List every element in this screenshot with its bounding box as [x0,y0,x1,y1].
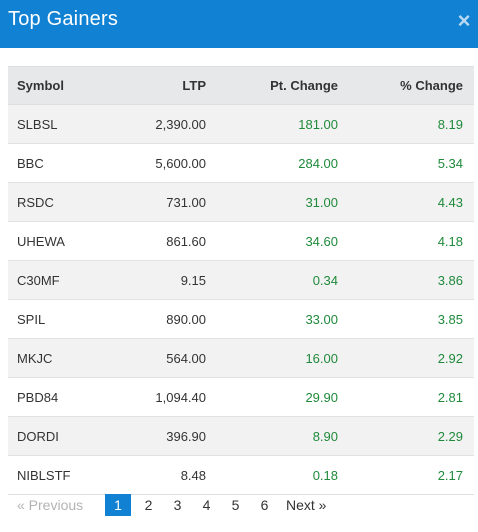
ltp-cell: 9.15 [118,260,206,300]
table-row[interactable]: C30MF 9.15 0.34 3.86 [8,260,474,300]
pct-change-cell: 4.18 [338,221,474,261]
page-1-button[interactable]: 1 [105,494,131,516]
column-header-ltp[interactable]: LTP [118,66,206,105]
ltp-cell: 731.00 [118,182,206,222]
pt-change-cell: 29.90 [206,377,338,417]
table-row[interactable]: UHEWA 861.60 34.60 4.18 [8,221,474,261]
table-header-row: Symbol LTP Pt. Change % Change [8,66,474,105]
table-row[interactable]: SLBSL 2,390.00 181.00 8.19 [8,104,474,144]
close-icon[interactable]: × [457,8,471,33]
table-row[interactable]: BBC 5,600.00 284.00 5.34 [8,143,474,183]
next-page-button[interactable]: Next » [286,497,327,513]
pct-change-cell: 2.81 [338,377,474,417]
pagination: « Previous 1 2 3 4 5 6 Next » [8,494,326,516]
pct-change-cell: 2.29 [338,416,474,456]
table-row[interactable]: SPIL 890.00 33.00 3.85 [8,299,474,339]
pt-change-cell: 0.18 [206,455,338,495]
ltp-cell: 396.90 [118,416,206,456]
ltp-cell: 8.48 [118,455,206,495]
column-header-pct-change[interactable]: % Change [338,66,474,105]
modal-header: Top Gainers × [0,0,478,48]
pct-change-cell: 8.19 [338,104,474,144]
symbol-cell[interactable]: RSDC [8,182,118,222]
table-row[interactable]: MKJC 564.00 16.00 2.92 [8,338,474,378]
symbol-cell[interactable]: DORDI [8,416,118,456]
symbol-cell[interactable]: PBD84 [8,377,118,417]
modal-title: Top Gainers [8,8,119,30]
pt-change-cell: 284.00 [206,143,338,183]
column-header-pt-change[interactable]: Pt. Change [206,66,338,105]
pt-change-cell: 181.00 [206,104,338,144]
ltp-cell: 564.00 [118,338,206,378]
pt-change-cell: 31.00 [206,182,338,222]
table-row[interactable]: PBD84 1,094.40 29.90 2.81 [8,377,474,417]
ltp-cell: 1,094.40 [118,377,206,417]
column-header-symbol[interactable]: Symbol [8,66,118,105]
pt-change-cell: 8.90 [206,416,338,456]
pct-change-cell: 4.43 [338,182,474,222]
page-6-button[interactable]: 6 [260,497,269,513]
symbol-cell[interactable]: C30MF [8,260,118,300]
symbol-cell[interactable]: BBC [8,143,118,183]
page-3-button[interactable]: 3 [173,497,182,513]
pt-change-cell: 16.00 [206,338,338,378]
table-row[interactable]: NIBLSTF 8.48 0.18 2.17 [8,455,474,495]
pt-change-cell: 0.34 [206,260,338,300]
pct-change-cell: 2.92 [338,338,474,378]
page-4-button[interactable]: 4 [202,497,211,513]
ltp-cell: 890.00 [118,299,206,339]
table-row[interactable]: DORDI 396.90 8.90 2.29 [8,416,474,456]
symbol-cell[interactable]: UHEWA [8,221,118,261]
gainers-table-container: Symbol LTP Pt. Change % Change SLBSL 2,3… [8,66,474,495]
pt-change-cell: 33.00 [206,299,338,339]
previous-page-button[interactable]: « Previous [17,497,84,513]
ltp-cell: 2,390.00 [118,104,206,144]
ltp-cell: 861.60 [118,221,206,261]
pct-change-cell: 2.17 [338,455,474,495]
pct-change-cell: 5.34 [338,143,474,183]
pct-change-cell: 3.85 [338,299,474,339]
symbol-cell[interactable]: MKJC [8,338,118,378]
symbol-cell[interactable]: SPIL [8,299,118,339]
gainers-table: Symbol LTP Pt. Change % Change SLBSL 2,3… [8,66,474,495]
ltp-cell: 5,600.00 [118,143,206,183]
symbol-cell[interactable]: NIBLSTF [8,455,118,495]
symbol-cell[interactable]: SLBSL [8,104,118,144]
table-row[interactable]: RSDC 731.00 31.00 4.43 [8,182,474,222]
pt-change-cell: 34.60 [206,221,338,261]
page-2-button[interactable]: 2 [144,497,153,513]
page-5-button[interactable]: 5 [231,497,240,513]
pct-change-cell: 3.86 [338,260,474,300]
